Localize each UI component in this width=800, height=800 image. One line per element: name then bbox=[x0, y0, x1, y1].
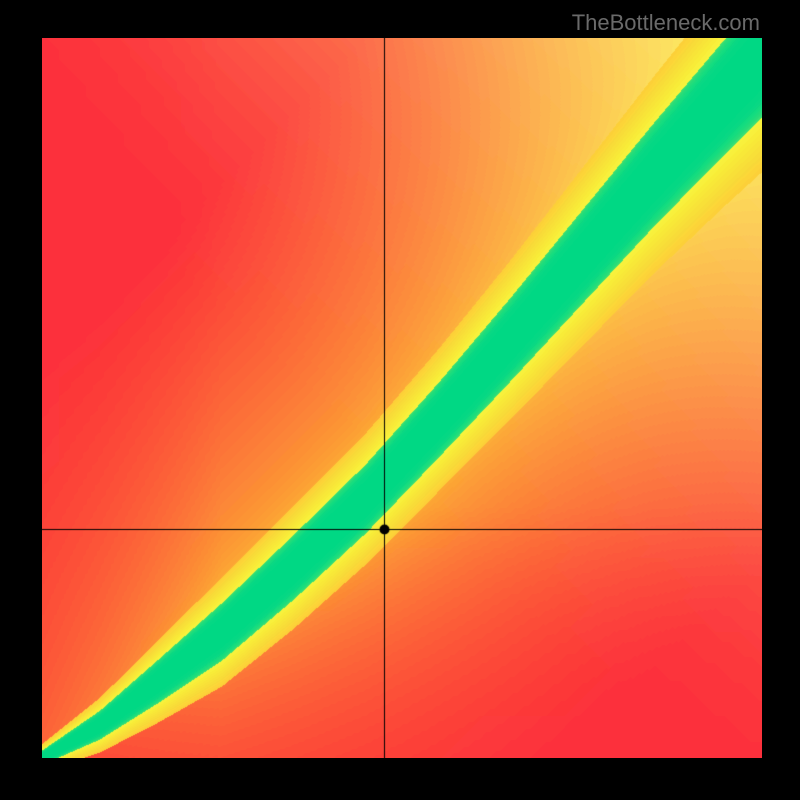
heatmap-canvas bbox=[42, 38, 762, 758]
heatmap-plot bbox=[42, 38, 762, 758]
watermark-text: TheBottleneck.com bbox=[572, 10, 760, 36]
